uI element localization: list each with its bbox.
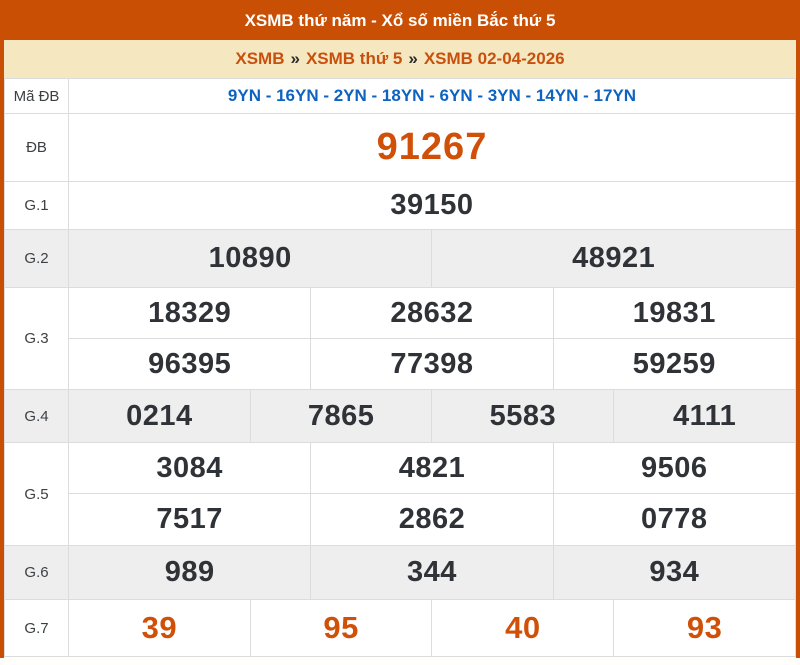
prize-g3-value: 19831 <box>552 287 797 339</box>
breadcrumb-link-xsmb-date[interactable]: XSMB 02-04-2026 <box>423 49 565 68</box>
prize-g7-value: 93 <box>613 599 796 657</box>
prize-g5-value: 0778 <box>552 493 797 546</box>
prize-g4-value: 4111 <box>613 389 796 443</box>
prize-g3-value: 96395 <box>67 338 312 390</box>
special-codes-value: 9YN - 16YN - 2YN - 18YN - 6YN - 3YN - 14… <box>68 78 796 114</box>
table-row-g5-line1: G.5 3084 4821 9506 <box>4 442 797 546</box>
prize-g5-value: 3084 <box>67 442 312 494</box>
table-row-g7: G.7 39 95 40 93 <box>4 599 796 657</box>
prize-g2-value: 10890 <box>67 229 433 288</box>
row-label-g2: G.2 <box>4 229 69 288</box>
row-label-g1: G.1 <box>4 181 69 230</box>
row-label-g6: G.6 <box>4 545 69 600</box>
row-label-g5: G.5 <box>4 442 69 546</box>
table-row-g3-line2: 96395 77398 59259 <box>5 338 797 390</box>
table-row-g3-line1: G.3 18329 28632 19831 <box>4 287 797 390</box>
prize-g6-value: 934 <box>552 545 797 600</box>
table-row-g2: G.2 10890 48921 <box>4 229 796 288</box>
table-row-db: ĐB 91267 <box>4 113 796 182</box>
prize-g7-value: 39 <box>68 599 251 657</box>
prize-g5-value: 9506 <box>552 442 797 494</box>
prize-g3-value: 59259 <box>552 338 797 390</box>
prize-g5-value: 4821 <box>310 442 554 494</box>
results-table: Mã ĐB 9YN - 16YN - 2YN - 18YN - 6YN - 3Y… <box>4 78 797 657</box>
row-label-g7: G.7 <box>4 599 69 657</box>
prize-g2-value: 48921 <box>431 229 796 288</box>
prize-g6-value: 344 <box>310 545 554 600</box>
table-row-g5-line2: 7517 2862 0778 <box>5 493 797 546</box>
prize-g4-value: 7865 <box>249 389 433 443</box>
prize-g3-value: 28632 <box>310 287 554 339</box>
row-label-g3: G.3 <box>4 287 69 390</box>
breadcrumb-link-xsmb[interactable]: XSMB <box>235 49 285 68</box>
prize-g7-value: 95 <box>249 599 433 657</box>
prize-g3-value: 18329 <box>67 287 312 339</box>
prize-g3-value: 77398 <box>310 338 554 390</box>
table-row-g1: G.1 39150 <box>4 181 796 230</box>
row-label-db: ĐB <box>4 113 69 182</box>
breadcrumb: XSMB » XSMB thứ 5 » XSMB 02-04-2026 <box>4 40 796 78</box>
prize-g7-value: 40 <box>431 599 615 657</box>
prize-g6-value: 989 <box>67 545 312 600</box>
prize-g5-value: 2862 <box>310 493 554 546</box>
row-label-g4: G.4 <box>4 389 69 443</box>
prize-g5-value: 7517 <box>67 493 312 546</box>
table-row-ma-db: Mã ĐB 9YN - 16YN - 2YN - 18YN - 6YN - 3Y… <box>4 78 796 114</box>
breadcrumb-link-xsmb-thu-5[interactable]: XSMB thứ 5 <box>305 49 403 68</box>
page-title: XSMB thứ năm - Xổ số miền Bắc thứ 5 <box>4 0 796 40</box>
prize-g4-value: 5583 <box>431 389 615 443</box>
row-label-ma-db: Mã ĐB <box>4 78 69 114</box>
breadcrumb-separator: » <box>408 49 418 68</box>
table-row-g4: G.4 0214 7865 5583 4111 <box>4 389 796 443</box>
breadcrumb-separator: » <box>290 49 300 68</box>
table-row-g6: G.6 989 344 934 <box>4 545 797 600</box>
prize-g1-value: 39150 <box>68 181 796 230</box>
prize-db-value: 91267 <box>68 113 796 182</box>
prize-g4-value: 0214 <box>68 389 251 443</box>
